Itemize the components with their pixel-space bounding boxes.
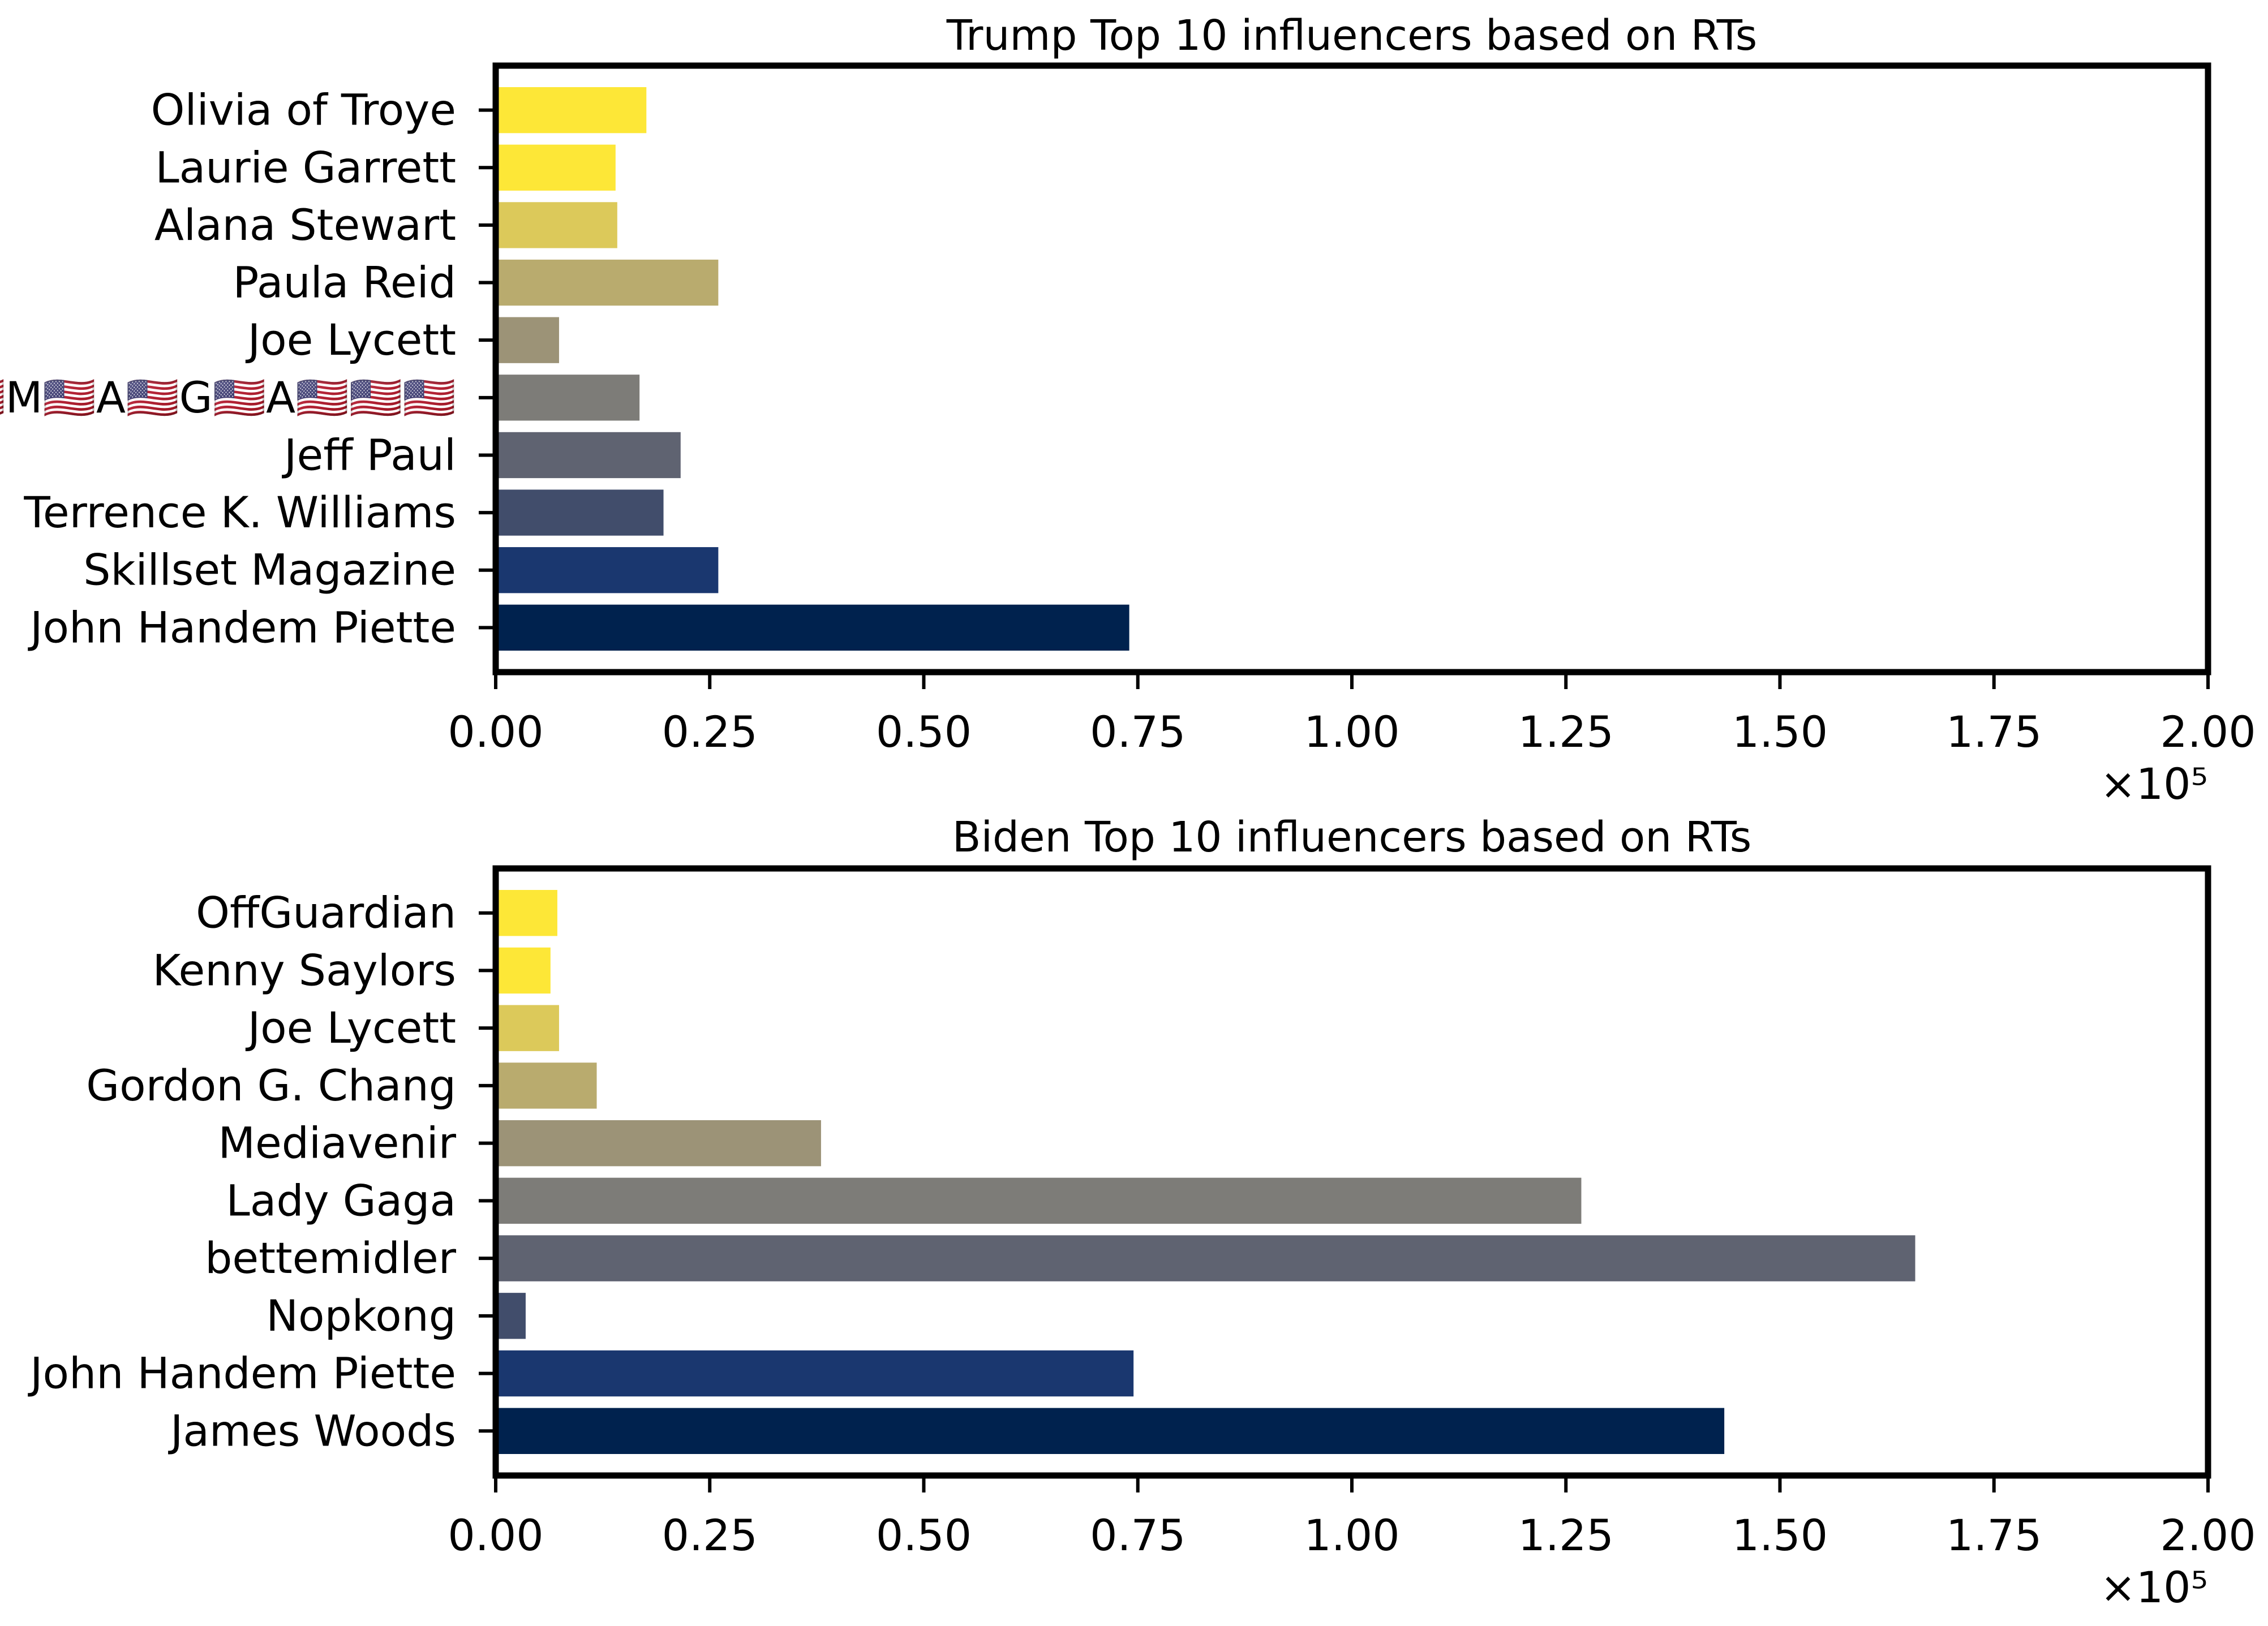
trump-x-tick-label: 2.00 — [2160, 707, 2256, 757]
biden-bar — [496, 1235, 1915, 1281]
trump-bar — [496, 144, 616, 191]
trump-category-label: 🇺🇸🇺🇸🇺🇸M🇺🇸A🇺🇸G🇺🇸A🇺🇸🇺🇸🇺🇸 — [0, 372, 456, 423]
biden-x-tick-label: 0.25 — [662, 1510, 758, 1560]
trump-bar — [496, 489, 664, 536]
biden-category-label: John Handem Piette — [28, 1348, 456, 1399]
biden-category-label: OffGuardian — [196, 888, 456, 938]
biden-x-tick-label: 0.75 — [1090, 1510, 1185, 1560]
trump-x-tick-label: 0.25 — [662, 707, 758, 757]
biden-bar — [496, 1177, 1582, 1224]
trump-bar — [496, 432, 681, 479]
trump-category-label: Alana Stewart — [154, 200, 456, 250]
trump-bar — [496, 375, 640, 421]
biden-x-tick-label: 1.00 — [1304, 1510, 1399, 1560]
biden-x-tick-label: 0.50 — [876, 1510, 972, 1560]
trump-bar — [496, 259, 719, 306]
biden-bar — [496, 1350, 1134, 1397]
biden-category-label: James Woods — [168, 1405, 456, 1456]
biden-bar — [496, 947, 551, 994]
biden-x-tick-label: 1.75 — [1946, 1510, 2042, 1560]
biden-category-label: Joe Lycett — [246, 1003, 456, 1053]
trump-category-label: Jeff Paul — [282, 429, 456, 480]
trump-x-tick-label: 1.75 — [1946, 707, 2042, 757]
biden-x-offset-label: ×10⁵ — [2100, 1562, 2208, 1612]
trump-category-label: John Handem Piette — [28, 602, 456, 652]
biden-x-tick-label: 1.25 — [1518, 1510, 1614, 1560]
trump-category-label: Skillset Magazine — [83, 545, 456, 595]
biden-x-tick-label: 2.00 — [2160, 1510, 2256, 1560]
trump-category-label: Paula Reid — [233, 257, 456, 308]
biden-category-label: Lady Gaga — [226, 1175, 456, 1225]
biden-bar — [496, 1408, 1725, 1454]
trump-chart-panel: John Handem Piette Skillset Magazine Terre… — [0, 11, 2256, 809]
biden-bar — [496, 1293, 526, 1339]
trump-bar — [496, 202, 617, 248]
trump-bar — [496, 317, 559, 363]
biden-bar — [496, 1120, 821, 1167]
biden-category-label: Mediavenir — [218, 1118, 456, 1168]
trump-x-tick-label: 0.00 — [448, 707, 543, 757]
trump-category-label: Olivia of Troye — [151, 85, 456, 135]
biden-x-tick-label: 1.50 — [1732, 1510, 1828, 1560]
biden-category-label: Nopkong — [266, 1291, 456, 1341]
trump-x-tick-label: 1.25 — [1518, 707, 1614, 757]
trump-x-tick-label: 0.75 — [1090, 707, 1185, 757]
trump-x-tick-label: 0.50 — [876, 707, 972, 757]
trump-bar — [496, 87, 647, 134]
trump-category-label: Joe Lycett — [246, 315, 456, 365]
biden-chart-panel: James Woods John Handem Piette Nopkong bett… — [28, 813, 2256, 1612]
biden-bar — [496, 1063, 597, 1109]
trump-x-tick-label: 1.50 — [1732, 707, 1828, 757]
biden-bar — [496, 890, 557, 936]
biden-category-label: bettemidler — [205, 1233, 457, 1283]
biden-category-label: Gordon G. Chang — [86, 1060, 456, 1111]
trump-chart-title: Trump Top 10 influencers based on RTs — [946, 11, 1758, 60]
trump-x-tick-label: 1.00 — [1304, 707, 1399, 757]
biden-x-tick-label: 0.00 — [448, 1510, 543, 1560]
trump-x-offset-label: ×10⁵ — [2100, 759, 2208, 809]
trump-category-label: Terrence K. Williams — [23, 487, 456, 537]
biden-bar — [496, 1005, 559, 1051]
biden-category-label: Kenny Saylors — [152, 945, 456, 995]
trump-category-label: Laurie Garrett — [155, 142, 456, 192]
trump-bar — [496, 547, 719, 593]
biden-chart-title: Biden Top 10 influencers based on RTs — [952, 813, 1752, 862]
trump-bar — [496, 604, 1129, 651]
